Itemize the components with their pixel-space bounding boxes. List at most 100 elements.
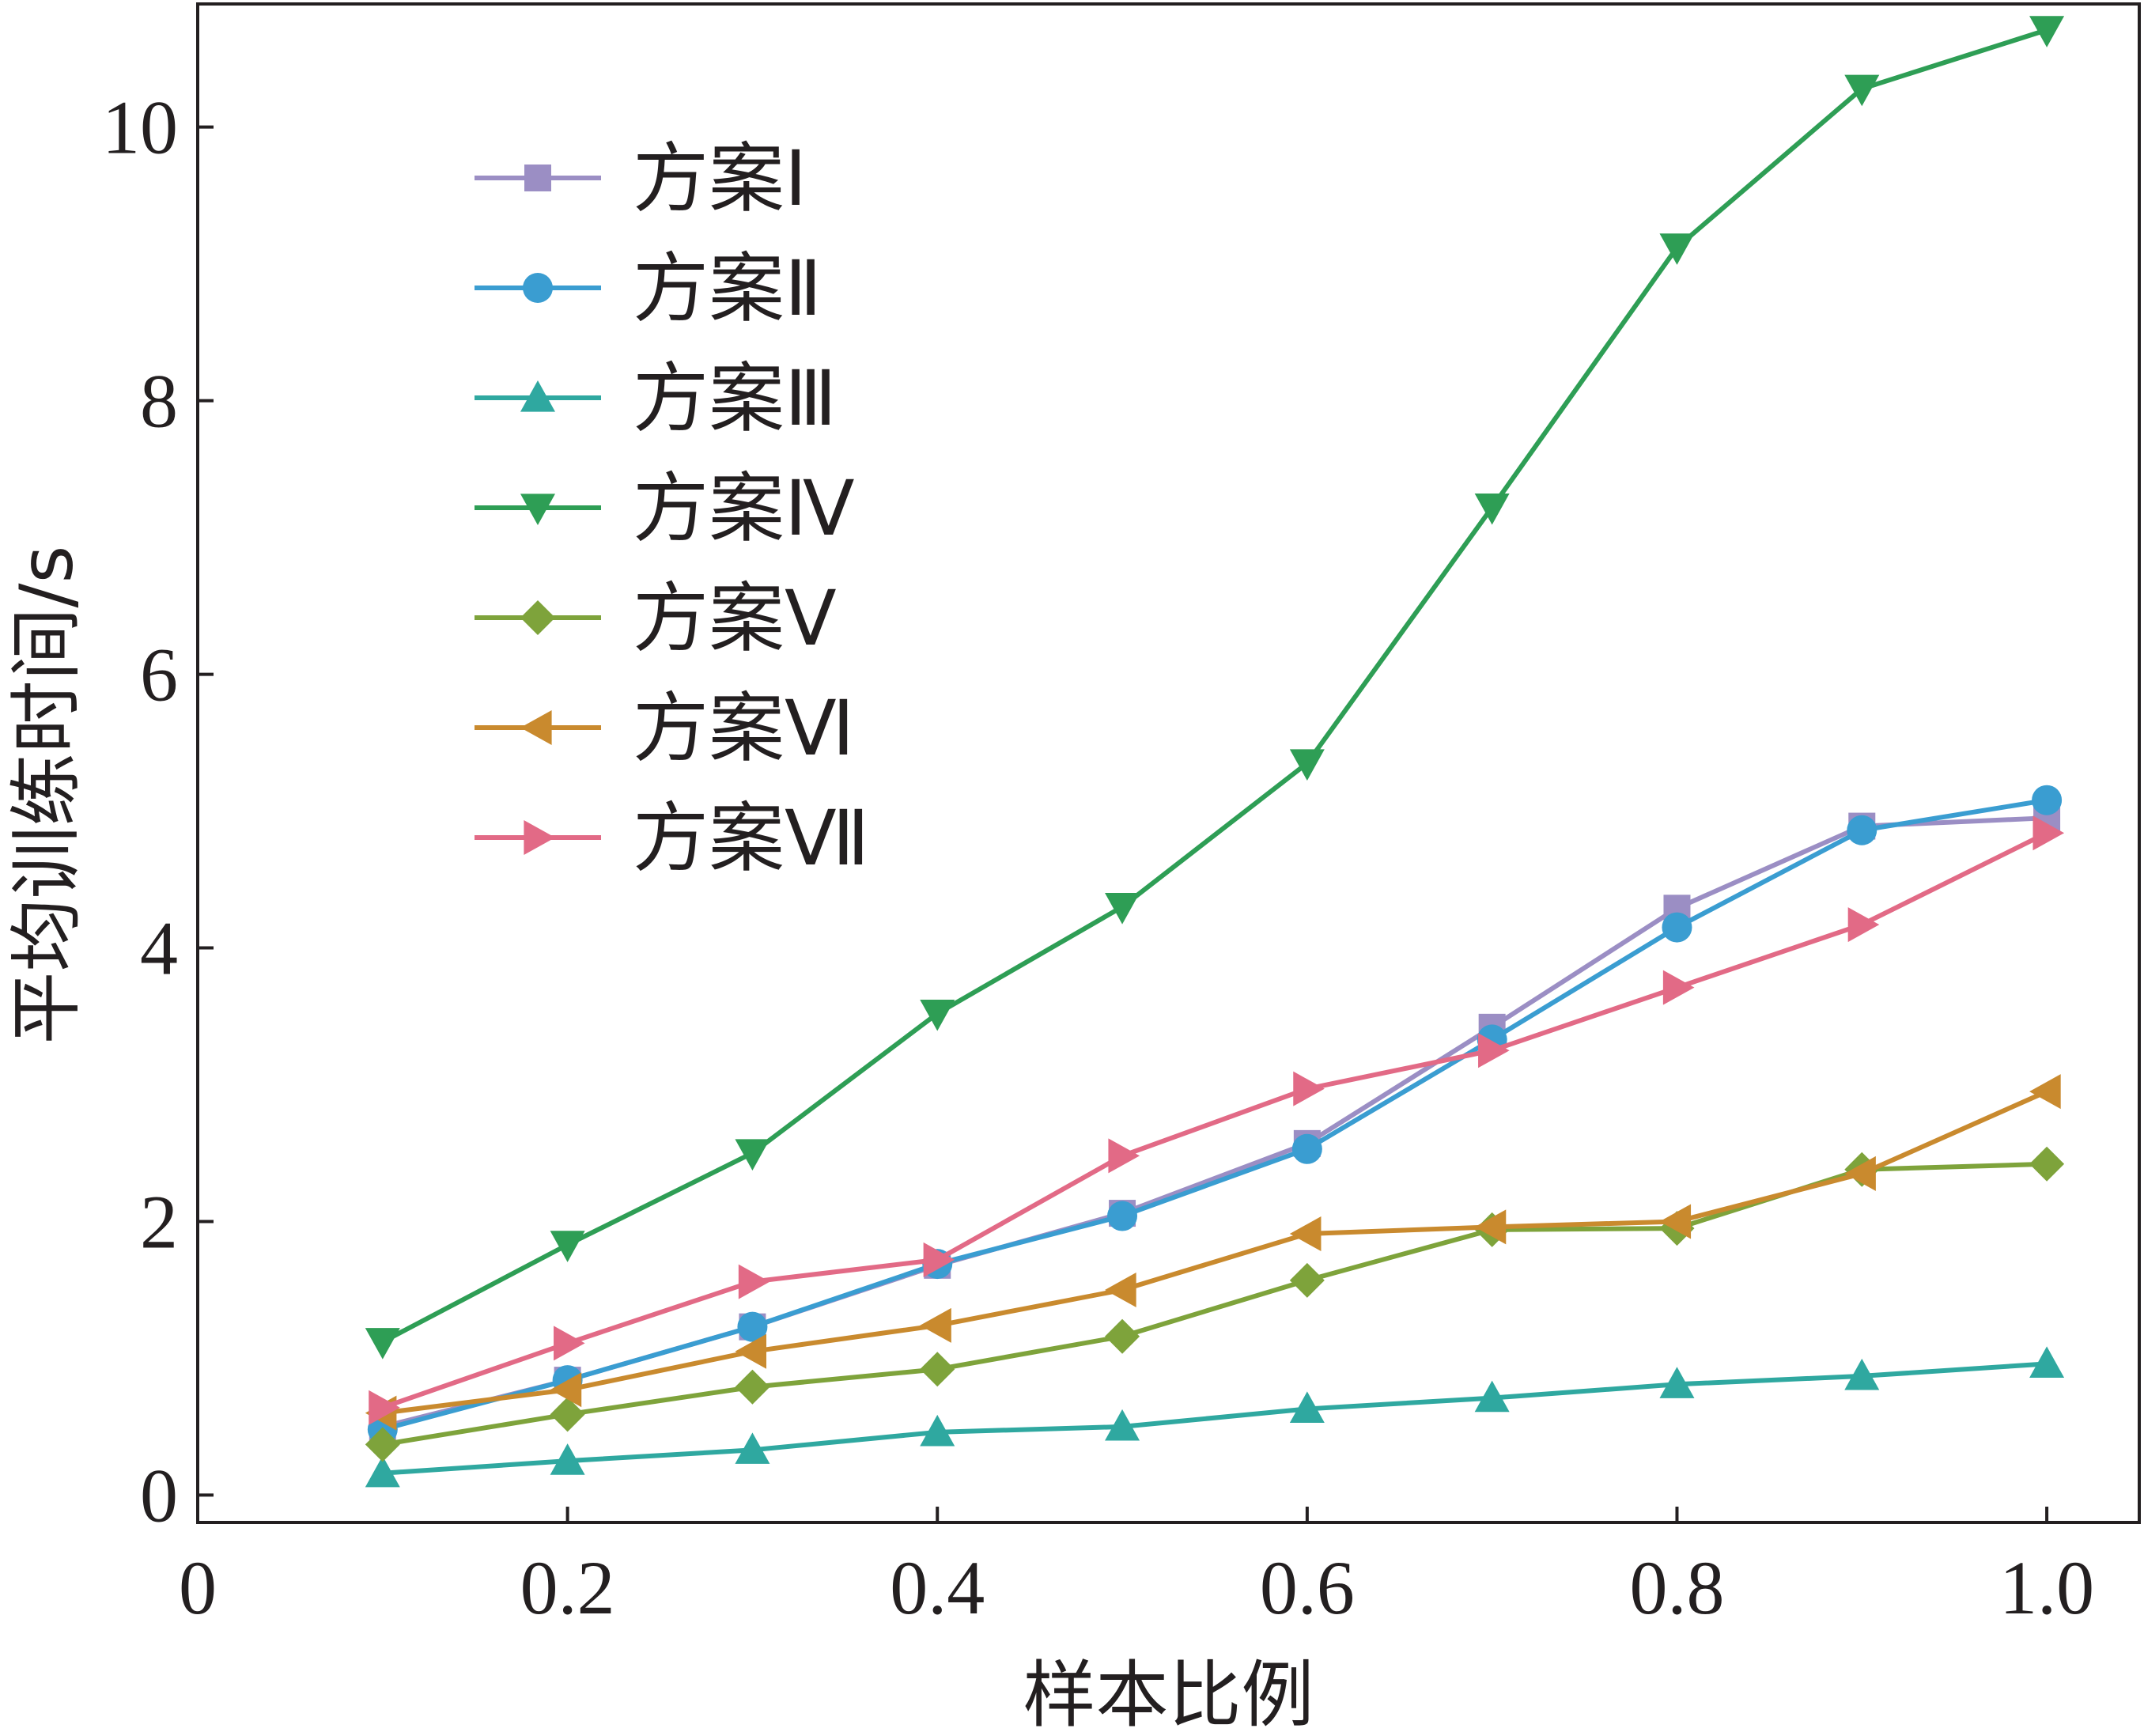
x-tick-label: 0.8	[1629, 1545, 1724, 1630]
x-tick-label: 0.4	[890, 1545, 985, 1630]
data-point	[1105, 1409, 1140, 1441]
data-point	[1847, 907, 1880, 943]
data-point	[369, 1390, 400, 1425]
legend-marker	[523, 273, 553, 303]
data-point	[1659, 233, 1695, 265]
series-7	[369, 815, 2065, 1425]
data-point	[1662, 912, 1692, 943]
data-point	[2029, 16, 2065, 47]
legend-entry: 方案Ⅲ	[475, 354, 837, 443]
data-point	[1105, 1272, 1136, 1307]
x-tick-label: 0.6	[1260, 1545, 1355, 1630]
series-line	[381, 28, 2048, 1345]
legend-label: 方案Ⅶ	[633, 794, 869, 883]
legend-label: 方案Ⅲ	[633, 354, 837, 443]
series-6	[365, 1074, 2061, 1431]
data-point	[550, 1231, 585, 1262]
y-tick-label: 4	[140, 906, 178, 991]
legend-entry: 方案Ⅴ	[475, 574, 837, 663]
data-point	[1659, 1204, 1692, 1239]
data-point	[2032, 785, 2063, 815]
legend: 方案Ⅰ 方案Ⅱ 方案Ⅲ 方案Ⅳ 方案Ⅴ 方案Ⅵ 方案Ⅶ	[475, 134, 869, 883]
series-line	[382, 797, 2048, 1432]
data-point	[1478, 1033, 1510, 1068]
data-point	[554, 1326, 585, 1361]
data-point	[1659, 1367, 1695, 1398]
legend-label: 方案Ⅱ	[633, 244, 822, 333]
legend-marker	[520, 380, 555, 412]
data-point	[735, 1139, 770, 1171]
series-line	[382, 1161, 2048, 1447]
y-tick-label: 0	[140, 1453, 178, 1537]
data-point	[1474, 1380, 1510, 1413]
data-point	[735, 1369, 770, 1405]
axes: 0 0.2 0.4 0.6 0.8 1.0 0 2 4 6 8 10 样本比例 平均训练时间/s	[4, 2, 2141, 1736]
y-tick-label: 2	[140, 1179, 178, 1264]
legend-marker	[524, 820, 555, 855]
series-layer	[365, 16, 2065, 1488]
data-point	[550, 1397, 585, 1432]
data-point	[920, 999, 955, 1031]
y-axis-title: 平均训练时间/s	[4, 546, 89, 1045]
data-point	[735, 1432, 770, 1464]
data-point	[1844, 1155, 1876, 1191]
x-tick-label: 0.2	[520, 1545, 615, 1630]
legend-label: 方案Ⅳ	[633, 464, 855, 553]
data-point	[923, 1242, 955, 1277]
data-point	[1289, 749, 1325, 781]
series-4	[365, 16, 2065, 1360]
data-point	[550, 1443, 585, 1475]
x-axis-title: 样本比例	[1023, 1653, 1314, 1736]
legend-marker	[520, 600, 555, 635]
data-point	[2029, 1346, 2065, 1378]
legend-marker	[520, 494, 555, 525]
data-point	[1107, 1201, 1138, 1231]
y-tick-label: 10	[102, 85, 178, 170]
data-point	[365, 1455, 400, 1488]
data-point	[1293, 1071, 1325, 1106]
data-point	[738, 1264, 770, 1299]
data-point	[1289, 1262, 1325, 1298]
legend-label: 方案Ⅴ	[633, 574, 837, 663]
data-point	[1662, 970, 1695, 1005]
series-line	[381, 830, 2048, 1410]
data-point	[1847, 815, 1877, 845]
data-point	[920, 1352, 955, 1387]
data-point	[1108, 1138, 1140, 1174]
data-point	[920, 1414, 955, 1447]
series-line	[382, 1361, 2048, 1476]
data-point	[365, 1328, 400, 1360]
legend-label: 方案Ⅰ	[633, 134, 807, 223]
data-point	[2029, 1074, 2061, 1110]
data-point	[1289, 1216, 1322, 1252]
data-point	[920, 1307, 951, 1343]
legend-entry: 方案Ⅰ	[475, 134, 807, 223]
series-2	[367, 785, 2063, 1445]
data-point	[1844, 74, 1880, 107]
legend-entry: 方案Ⅱ	[475, 244, 822, 333]
series-5	[365, 1146, 2065, 1462]
x-tick-label: 1.0	[1999, 1545, 2094, 1630]
series-line	[382, 1089, 2048, 1416]
data-point	[1105, 1318, 1140, 1354]
y-tick-label: 6	[140, 633, 178, 717]
data-point	[1474, 1209, 1507, 1245]
legend-marker	[524, 165, 551, 191]
legend-entry: 方案Ⅳ	[475, 464, 855, 553]
legend-entry: 方案Ⅶ	[475, 794, 869, 883]
legend-marker	[520, 710, 552, 745]
y-tick-label: 8	[140, 359, 178, 444]
data-point	[1291, 1133, 1322, 1164]
series-3	[365, 1346, 2065, 1488]
data-point	[1844, 1358, 1880, 1390]
data-point	[2029, 1146, 2065, 1182]
data-point	[550, 1372, 582, 1408]
data-point	[1105, 893, 1140, 925]
data-point	[737, 1311, 768, 1342]
legend-entry: 方案Ⅵ	[475, 684, 855, 773]
data-point	[365, 1427, 400, 1462]
data-point	[735, 1333, 767, 1369]
data-point	[1474, 493, 1510, 525]
